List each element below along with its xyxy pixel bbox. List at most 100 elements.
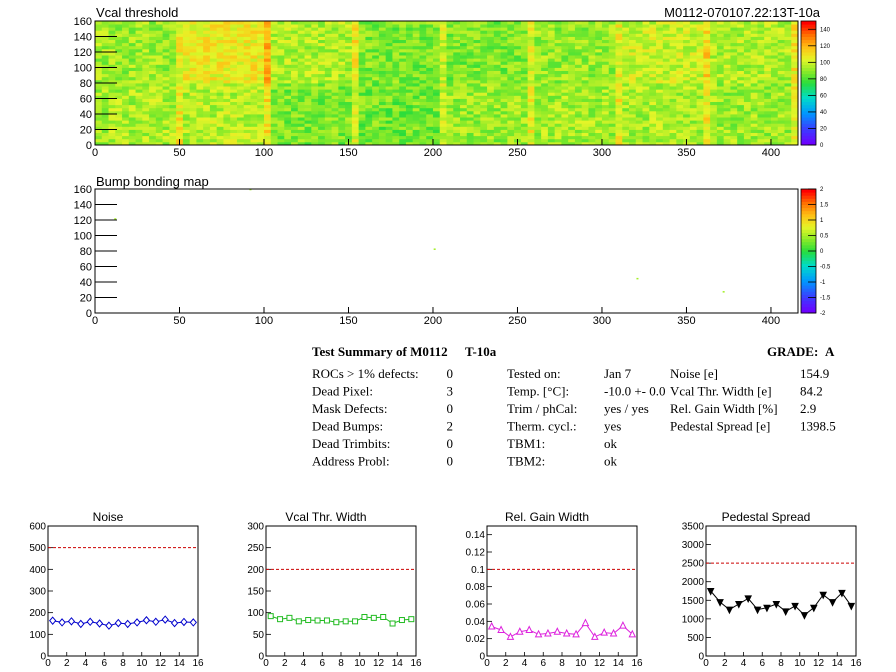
vcal-threshold-cell <box>561 30 569 34</box>
vcal-threshold-cell <box>135 45 143 50</box>
vcal-threshold-cell <box>284 64 292 68</box>
vcal-threshold-cell <box>473 98 481 102</box>
vcal-threshold-cell <box>304 64 312 68</box>
vcal-threshold-cell <box>493 123 501 127</box>
vcal-threshold-cell <box>595 110 603 115</box>
vcal-threshold-cell <box>676 114 684 118</box>
vcal-threshold-cell <box>466 76 474 81</box>
vcal-threshold-cell <box>527 21 535 25</box>
vcal-threshold-cell <box>399 79 407 84</box>
vcal-threshold-cell <box>676 89 684 93</box>
vcal-threshold-cell <box>642 126 650 130</box>
vcal-threshold-cell <box>777 89 785 93</box>
vcal-threshold-cell <box>142 21 150 25</box>
vcal-threshold-cell <box>291 101 299 106</box>
vcal-threshold-cell <box>189 83 197 87</box>
vcal-threshold-cell <box>230 27 238 31</box>
vcal-threshold-cell <box>703 58 711 62</box>
vcal-threshold-cell <box>176 45 184 50</box>
vcal-threshold-cell <box>520 107 529 112</box>
vcal-threshold-cell <box>784 64 792 68</box>
vcal-threshold-cell <box>568 132 576 137</box>
vcal-threshold-cell <box>155 126 163 130</box>
vcal-threshold-cell <box>635 98 643 102</box>
vcal-threshold-cell <box>757 27 765 31</box>
vcal-threshold-cell <box>629 117 637 121</box>
vcal-threshold-cell <box>365 104 373 109</box>
vcal-threshold-cell <box>311 52 319 56</box>
vcal-threshold-cell <box>743 129 752 133</box>
vcal-threshold-cell <box>777 129 785 133</box>
vcal-threshold-cell <box>588 21 596 25</box>
vcal-threshold-cell <box>595 64 603 68</box>
vcal-threshold-cell <box>169 95 177 99</box>
vcal-threshold-cell <box>318 33 326 37</box>
vcal-threshold-cell <box>257 141 265 146</box>
vcal-threshold-cell <box>777 42 785 47</box>
vcal-threshold-cell <box>507 58 515 62</box>
vcal-threshold-cell <box>149 89 157 93</box>
vcal-threshold-cell <box>527 30 535 34</box>
vcal-threshold-cell <box>277 24 285 28</box>
vcal-threshold-cell <box>466 126 474 130</box>
vcal-threshold-cell <box>385 95 393 99</box>
vcal-threshold-cell <box>500 107 508 112</box>
vcal-threshold-cell <box>155 36 163 40</box>
vcal-threshold-cell <box>460 64 468 68</box>
vcal-threshold-cell <box>270 39 278 44</box>
vcal-threshold-cell <box>128 98 136 102</box>
vcal-threshold-cell <box>784 86 792 90</box>
vcal-threshold-cell <box>412 52 420 56</box>
vcal-threshold-cell <box>270 76 278 81</box>
vcal-threshold-cell <box>203 107 211 112</box>
vcal-threshold-cell <box>595 61 603 65</box>
vcal-threshold-cell <box>331 27 339 31</box>
vcal-threshold-cell <box>764 92 772 96</box>
vcal-threshold-cell <box>541 58 549 62</box>
vcal-threshold-cell <box>561 27 569 31</box>
vcal-threshold-cell <box>635 67 643 71</box>
vcal-threshold-cell <box>284 92 292 96</box>
vcal-threshold-cell <box>784 92 792 96</box>
vcal-threshold-cell <box>568 39 576 44</box>
vcal-threshold-cell <box>487 83 495 87</box>
vcal-threshold-cell <box>419 48 427 53</box>
vcal-threshold-cell <box>236 67 245 71</box>
vcal-threshold-cell <box>743 39 752 44</box>
vcal-threshold-cell <box>750 45 758 50</box>
vcal-threshold-cell <box>561 138 569 143</box>
vcal-threshold-cell <box>365 61 373 65</box>
vcal-threshold-cell <box>230 70 238 75</box>
vcal-threshold-x-tick-label: 300 <box>593 147 611 159</box>
vcal-threshold-cell <box>263 48 272 53</box>
vcal-threshold-cell <box>115 67 123 71</box>
vcal-threshold-cell <box>723 123 731 127</box>
vcal-threshold-cell <box>480 30 488 34</box>
vcal-threshold-cell <box>142 24 150 28</box>
vcal-threshold-cell <box>615 129 623 133</box>
vcal-threshold-cell <box>439 83 447 87</box>
vcal-threshold-cell <box>635 45 643 50</box>
vcal-threshold-cell <box>743 21 752 25</box>
vcal-threshold-cell <box>784 39 792 44</box>
vcal-threshold-cell <box>487 104 495 109</box>
vcal-threshold-cell <box>331 101 339 106</box>
vcal-threshold-cell <box>263 135 272 140</box>
condition-label: TBM1: <box>507 436 545 451</box>
vcal-threshold-cell <box>642 55 650 59</box>
vcal-threshold-cell <box>588 98 596 102</box>
vcal-threshold-cell <box>473 27 481 31</box>
vcal-threshold-cell <box>493 73 501 78</box>
vcal-threshold-cell <box>324 70 332 75</box>
vcal-threshold-cell <box>311 92 319 96</box>
vcal-threshold-cell <box>196 95 204 99</box>
vcal-threshold-cell <box>534 110 542 115</box>
vcal-threshold-cell <box>601 64 610 68</box>
vcal-threshold-cell <box>595 126 603 130</box>
vcal-threshold-cell <box>169 89 177 93</box>
vcal-threshold-cell <box>115 120 123 124</box>
vcal-threshold-cell <box>649 70 657 75</box>
vcal-threshold-cell <box>345 55 353 59</box>
vcal-threshold-cell <box>520 135 529 140</box>
vcal-threshold-cell <box>142 120 150 124</box>
